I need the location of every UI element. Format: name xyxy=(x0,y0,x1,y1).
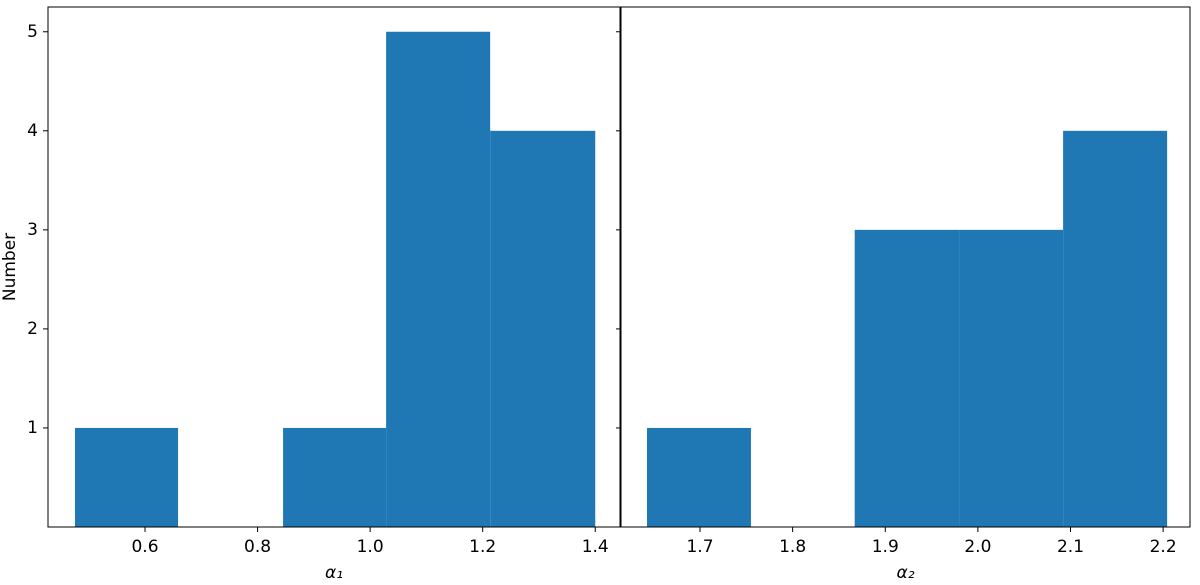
y-tick-label: 3 xyxy=(27,220,38,240)
bar xyxy=(854,229,960,527)
x-tick-label: 0.8 xyxy=(244,537,271,557)
x-tick-label: 1.8 xyxy=(779,537,806,557)
bar xyxy=(75,427,179,527)
x-tick-label: 1.2 xyxy=(469,537,496,557)
frame xyxy=(620,6,1191,528)
frame xyxy=(47,6,621,528)
x-tick-label: 2.0 xyxy=(964,537,991,557)
y-tick-label: 1 xyxy=(27,418,38,438)
y-axis-label: Number xyxy=(0,233,20,301)
bar xyxy=(283,427,387,527)
bar xyxy=(647,427,751,527)
x-tick-label: 2.2 xyxy=(1150,537,1177,557)
x-tick-label: 1.0 xyxy=(357,537,384,557)
y-tick-label: 5 xyxy=(27,22,38,42)
bar xyxy=(386,31,491,528)
x-tick-label: 2.1 xyxy=(1057,537,1084,557)
y-tick-label: 4 xyxy=(27,121,38,141)
x-tick-label: 1.9 xyxy=(872,537,899,557)
x-axis-label: α₁ xyxy=(325,563,343,581)
bar xyxy=(490,130,596,528)
x-axis-label: α₂ xyxy=(896,563,914,581)
y-tick-label: 2 xyxy=(27,319,38,339)
x-tick-label: 1.4 xyxy=(582,537,609,557)
bar xyxy=(959,229,1064,527)
bar xyxy=(1063,130,1168,528)
x-tick-label: 0.6 xyxy=(131,537,158,557)
x-tick-label: 1.7 xyxy=(686,537,713,557)
